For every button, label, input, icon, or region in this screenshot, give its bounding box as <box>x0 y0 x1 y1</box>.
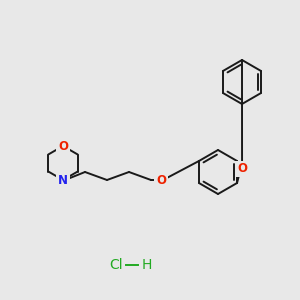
Text: O: O <box>156 173 166 187</box>
Text: H: H <box>142 258 152 272</box>
Text: O: O <box>58 140 68 152</box>
Text: N: N <box>58 173 68 187</box>
Text: O: O <box>237 163 247 176</box>
Text: Cl: Cl <box>109 258 123 272</box>
